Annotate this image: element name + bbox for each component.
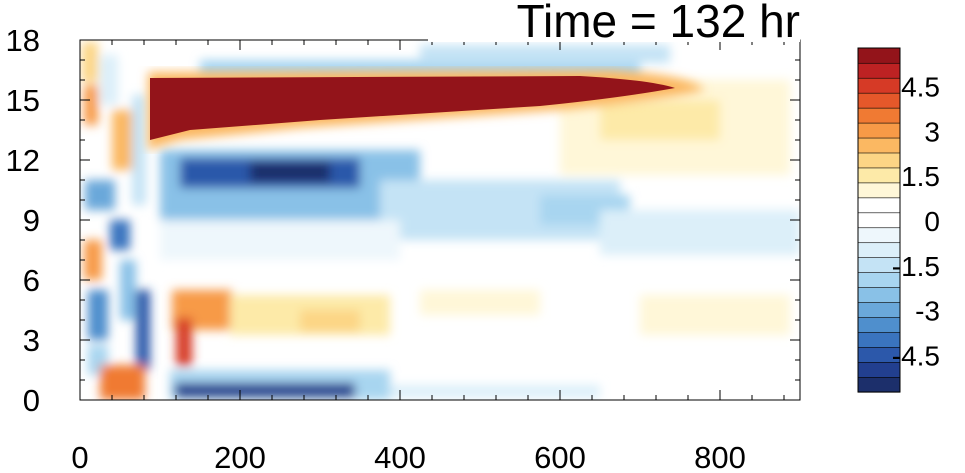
y-tick-label: 9	[23, 203, 40, 238]
colorbar-swatch	[857, 107, 901, 124]
x-tick-label: 200	[214, 440, 266, 473]
field-blob	[390, 385, 600, 398]
y-tick-label: 6	[23, 263, 40, 298]
x-tick-label: 800	[694, 440, 746, 473]
colorbar-label: -4.5	[892, 341, 940, 372]
colorbar	[857, 47, 901, 393]
colorbar-swatch	[857, 376, 901, 393]
colorbar-swatch	[857, 227, 901, 244]
field-blob	[250, 162, 330, 182]
colorbar-swatch	[857, 182, 901, 199]
colorbar-swatch	[857, 92, 901, 109]
field-blob	[600, 100, 720, 140]
colorbar-swatch	[857, 137, 901, 154]
colorbar-labels: 4.5 3 1.5 0 -1.5 -3 -4.5	[892, 71, 940, 371]
colorbar-label: 0	[924, 206, 940, 237]
field-blob	[84, 240, 102, 280]
field-blob	[100, 55, 118, 105]
colorbar-swatch	[857, 77, 901, 94]
warm-band-core	[150, 76, 675, 140]
chart-title: Time = 132 hr	[517, 0, 800, 47]
x-tick-label: 600	[534, 440, 586, 473]
x-tick-label: 400	[374, 440, 426, 473]
colorbar-swatch	[857, 197, 901, 214]
field-blob	[120, 260, 136, 320]
x-tick-label: 0	[71, 440, 88, 473]
field-blob	[84, 85, 98, 125]
y-tick-label: 0	[23, 383, 40, 418]
field-blob	[132, 95, 146, 205]
field-blob	[300, 310, 360, 332]
colorbar-border	[857, 47, 901, 393]
colorbar-swatch	[857, 212, 901, 229]
colorbar-swatch	[857, 316, 901, 333]
field-blob	[640, 295, 790, 335]
colorbar-swatch	[857, 152, 901, 169]
field-blob	[100, 365, 145, 400]
field-blob	[600, 210, 800, 255]
colorbar-label: -1.5	[892, 251, 940, 282]
warm-band	[148, 70, 705, 150]
colorbar-swatch	[857, 122, 901, 139]
field-blob	[420, 45, 670, 63]
field-blob	[82, 42, 98, 82]
x-axis-tick-labels: 0 200 400 600 800	[71, 440, 745, 473]
y-tick-label: 15	[6, 83, 40, 118]
field-blob	[420, 290, 540, 315]
field-blob	[175, 383, 355, 398]
colorbar-label: -3	[915, 296, 940, 327]
colorbar-swatch	[857, 62, 901, 79]
y-tick-label: 12	[6, 143, 40, 178]
colorbar-label: 1.5	[901, 161, 940, 192]
title-backdrop	[428, 0, 800, 42]
field-blob	[136, 290, 150, 370]
field-blob	[88, 290, 108, 340]
field-blob	[160, 220, 400, 260]
y-axis-tick-labels: 0 3 6 9 12 15 18	[6, 23, 40, 418]
field-blob	[85, 180, 115, 210]
y-tick-label: 18	[6, 23, 40, 58]
colorbar-swatch	[857, 301, 901, 318]
colorbar-label: 3	[924, 116, 940, 147]
field-blob	[112, 110, 132, 170]
y-tick-label: 3	[23, 323, 40, 358]
colorbar-swatch	[857, 287, 901, 303]
colorbar-label: 4.5	[901, 71, 940, 102]
field-blob	[110, 220, 130, 250]
field-blob	[176, 318, 192, 366]
colorbar-swatch	[857, 167, 901, 184]
colorbar-swatch	[857, 47, 901, 64]
